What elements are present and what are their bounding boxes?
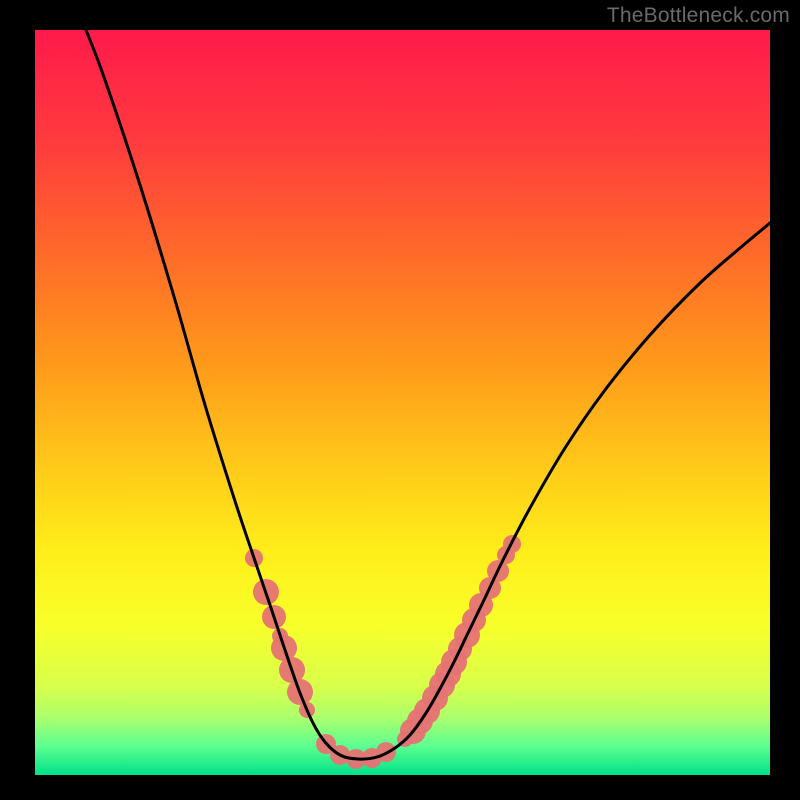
- bottleneck-curve: [0, 0, 800, 800]
- watermark-text: TheBottleneck.com: [607, 4, 790, 28]
